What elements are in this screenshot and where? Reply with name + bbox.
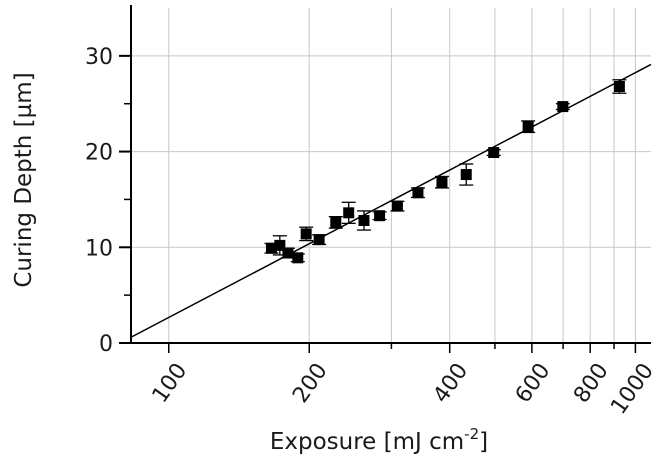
x-tick-label-5: 1000 [606,359,659,419]
y-tick-label-1: 10 [85,236,113,261]
data-point-5 [313,234,325,246]
data-point-11 [412,187,424,199]
data-point-14 [488,147,500,159]
data-point-9 [374,210,386,222]
x-axis-label-end: ] [479,429,488,455]
y-tick-label-3: 30 [85,45,113,70]
x-tick-label-3: 600 [511,359,556,408]
x-axis-label-main: Exposure [mJ cm [270,429,464,455]
data-point-4 [300,228,312,240]
x-tick-label-4: 800 [569,359,614,408]
data-point-1 [274,239,286,251]
data-point-6 [330,216,342,228]
data-point-7 [343,207,355,219]
data-point-12 [436,176,448,188]
data-point-10 [391,200,403,212]
data-point-0 [265,242,277,254]
data-point-15 [522,121,534,133]
x-tick-label-0: 100 [148,359,193,408]
x-tick-label-1: 200 [288,359,333,408]
data-point-2 [282,247,294,259]
y-ticks: 0 10 20 30 [85,45,131,357]
y-axis-label: Curing Depth [µm] [11,72,37,287]
data-point-13 [460,169,472,181]
data-point-8 [358,214,370,226]
data-points [265,80,625,264]
x-axis-label: Exposure [mJ cm-2] [270,425,488,455]
y-tick-label-2: 20 [85,141,113,166]
x-axis-label-superscript: -2 [464,425,479,443]
y-tick-label-0: 0 [99,332,113,357]
data-point-3 [292,252,304,264]
grid [131,8,651,343]
data-point-16 [557,101,569,113]
data-point-17 [613,80,625,92]
x-tick-label-2: 400 [429,359,474,408]
